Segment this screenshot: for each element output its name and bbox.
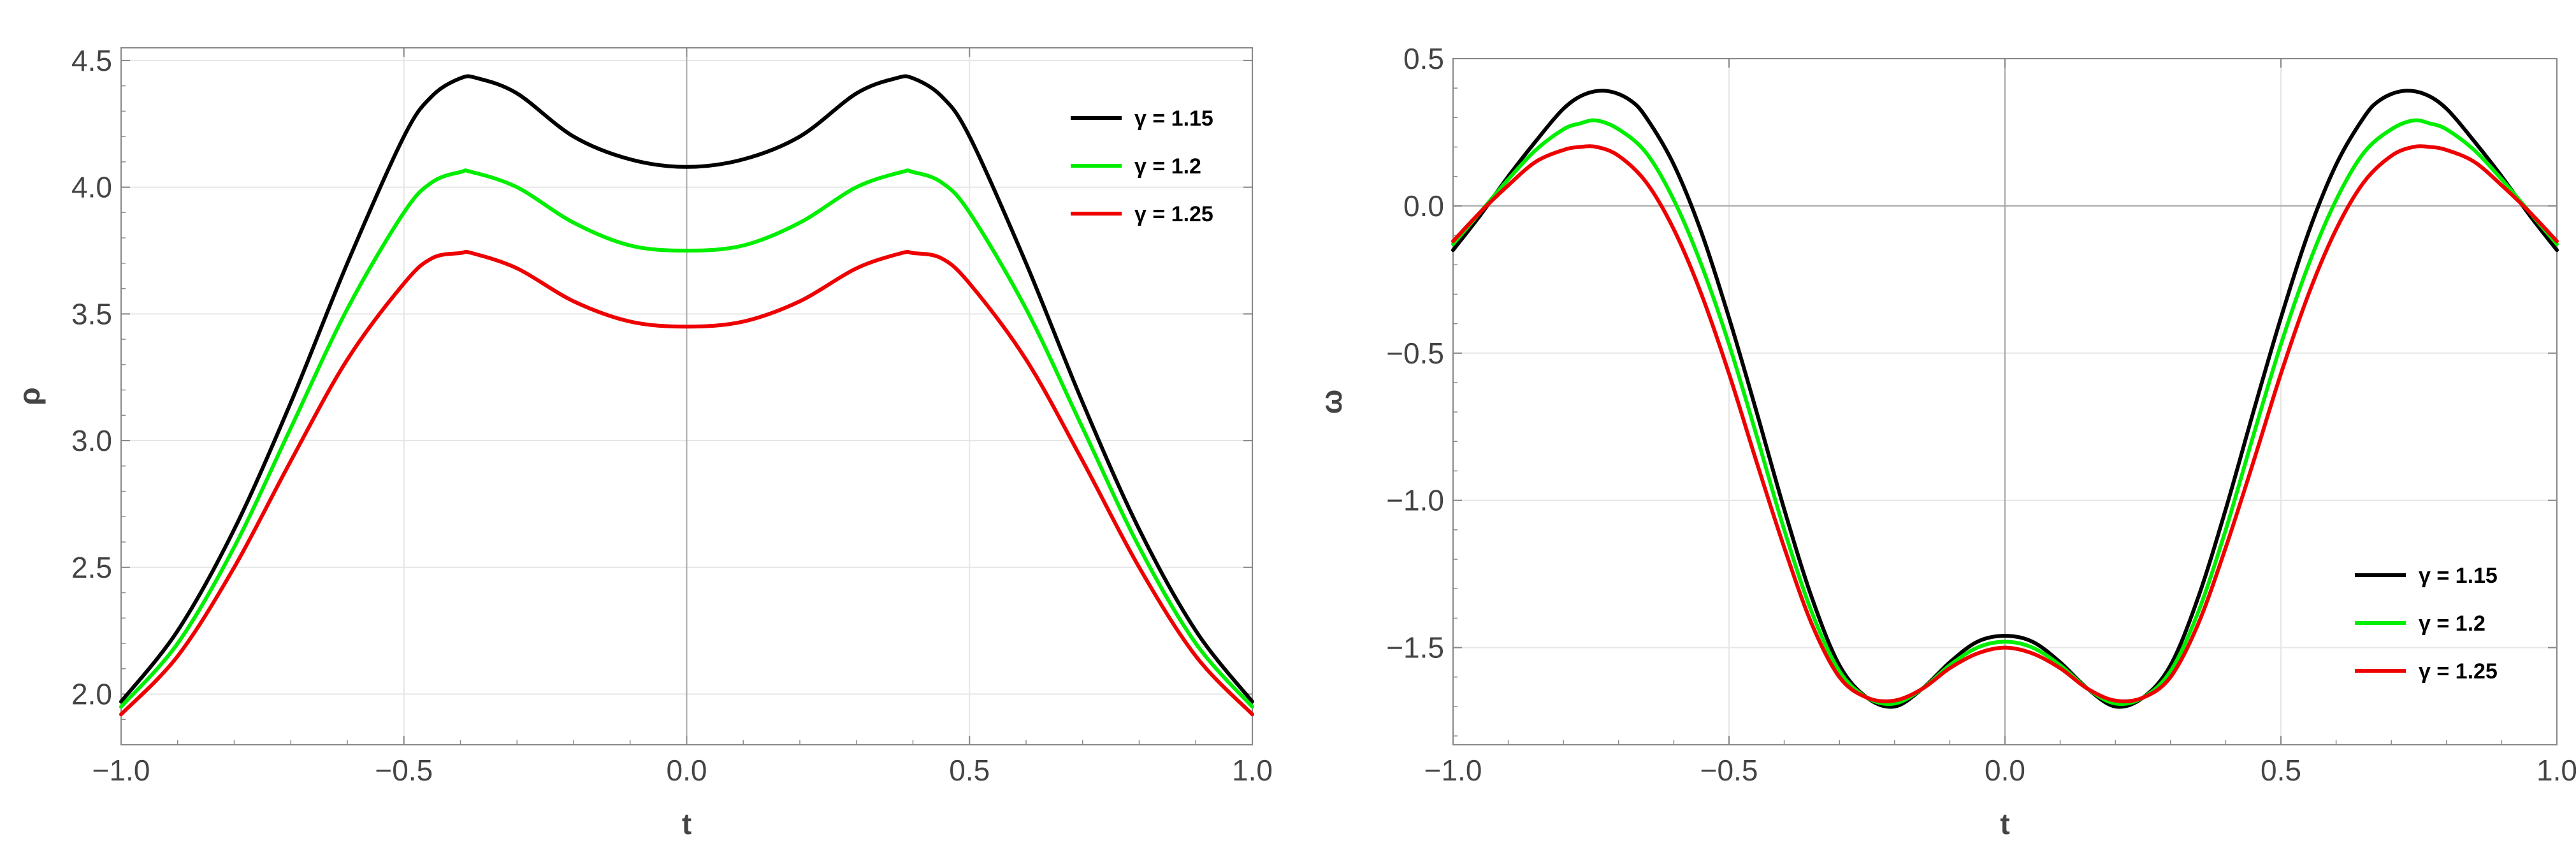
rho-y-tick-label-4: 4.0 [71, 171, 112, 204]
omega-series-line-3 [1451, 144, 2559, 703]
rho-x-tick-label-4: 1.0 [1232, 754, 1273, 787]
rho-x-tick-label-3: 0.5 [949, 754, 990, 787]
omega-legend-label-1: γ = 1.15 [2419, 564, 2498, 588]
omega-ticks: −1.0 −0.5 0.0 0.5 1.0 −1.5 −1.0 −0.5 0.0 0.5 [1386, 42, 2576, 787]
rho-x-tick-label-2: 0.0 [667, 754, 707, 787]
rho-legend-label-2: γ = 1.2 [1134, 154, 1201, 179]
omega-y-tick-label-2: −0.5 [1386, 337, 1444, 370]
omega-y-axis-label: ω [1315, 390, 1348, 414]
omega-y-tick-label-0: −1.5 [1386, 631, 1444, 664]
omega-x-tick-label-1: −0.5 [1700, 754, 1758, 787]
rho-series [119, 74, 1254, 717]
rho-chart-panel: −1.0 −0.5 0.0 0.5 1.02.02.53.03.54.04.5 t ρ … [13, 44, 1273, 840]
omega-zero-lines [1453, 59, 2557, 745]
rho-legend: γ = 1.15 γ = 1.2 γ = 1.25 [1071, 106, 1213, 226]
rho-legend-label-3: γ = 1.25 [1134, 202, 1213, 226]
omega-legend: γ = 1.15 γ = 1.2 γ = 1.25 [2355, 564, 2498, 684]
rho-ticks: −1.0 −0.5 0.0 0.5 1.0 2.0 2.5 3.0 3.5 4.0 4.5 [71, 44, 1273, 787]
omega-y-tick-label-3: 0.0 [1403, 189, 1444, 223]
rho-y-tick-label-5: 4.5 [71, 44, 112, 77]
omega-x-tick-label-0: −1.0 [1424, 754, 1482, 787]
rho-series-line-3 [119, 249, 1254, 717]
omega-chart-panel: −1.0 −0.5 0.0 0.5 1.0−1.5−1.0−0.50.00.5 t ω … [1315, 42, 2576, 840]
rho-x-axis-label: t [682, 807, 691, 840]
omega-x-tick-label-4: 1.0 [2536, 754, 2576, 787]
omega-legend-label-3: γ = 1.25 [2419, 659, 2498, 684]
rho-series-line-2 [119, 168, 1254, 709]
omega-series [1451, 89, 2559, 709]
rho-y-tick-label-3: 3.5 [71, 297, 112, 330]
rho-y-tick-label-2: 3.0 [71, 424, 112, 457]
rho-series-line-1 [119, 74, 1254, 704]
rho-legend-label-1: γ = 1.15 [1134, 106, 1213, 131]
omega-y-tick-label-1: −1.0 [1386, 484, 1444, 517]
omega-legend-label-2: γ = 1.2 [2419, 612, 2486, 636]
omega-series-line-2 [1451, 118, 2559, 707]
omega-x-tick-label-3: 0.5 [2261, 754, 2301, 787]
omega-x-tick-label-2: 0.0 [1985, 754, 2025, 787]
omega-x-axis-label: t [2000, 807, 2009, 840]
rho-y-tick-label-1: 2.5 [71, 551, 112, 584]
rho-y-axis-label: ρ [13, 387, 46, 405]
rho-y-tick-label-0: 2.0 [71, 678, 112, 711]
rho-x-tick-label-1: −0.5 [375, 754, 433, 787]
rho-x-tick-label-0: −1.0 [92, 754, 150, 787]
omega-series-line-1 [1451, 89, 2559, 709]
omega-y-tick-label-4: 0.5 [1403, 42, 1444, 75]
